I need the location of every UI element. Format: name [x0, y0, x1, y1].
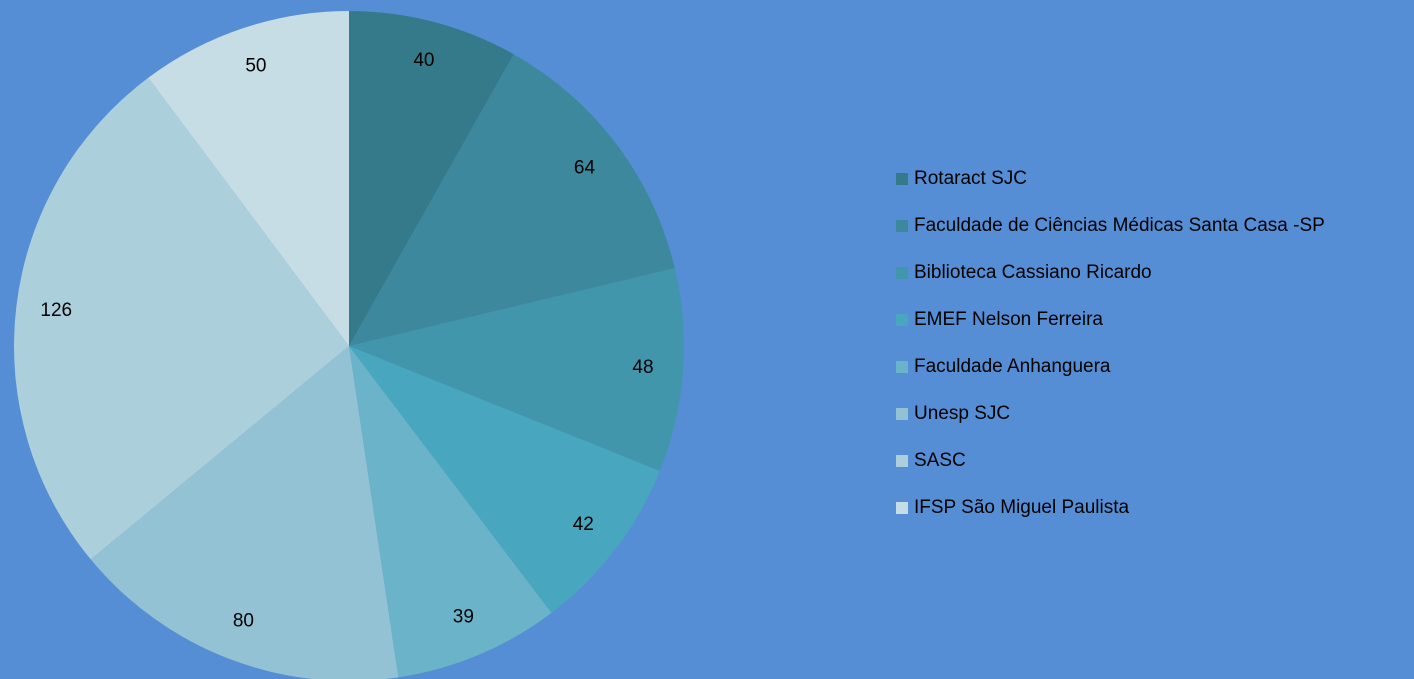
pie-slice — [349, 346, 660, 613]
legend-swatch — [896, 220, 908, 232]
legend-label: Biblioteca Cassiano Ricardo — [914, 262, 1152, 283]
legend-swatch — [896, 502, 908, 514]
pie-slice — [349, 11, 514, 346]
pie-slice — [349, 268, 684, 471]
legend-swatch — [896, 455, 908, 467]
data-label: 48 — [632, 357, 653, 378]
legend-label: IFSP São Miguel Paulista — [914, 497, 1130, 518]
legend-label: SASC — [914, 450, 966, 471]
legend-label: Rotaract SJC — [914, 168, 1027, 189]
pie-slice — [349, 54, 675, 346]
legend-label: Faculdade Anhanguera — [914, 356, 1111, 377]
data-label: 50 — [245, 55, 266, 76]
legend-label: Unesp SJC — [914, 403, 1010, 424]
data-label: 64 — [574, 158, 596, 179]
legend-label: Faculdade de Ciências Médicas Santa Casa… — [914, 215, 1325, 236]
legend-swatch — [896, 314, 908, 326]
legend-swatch — [896, 267, 908, 279]
legend-label: EMEF Nelson Ferreira — [914, 309, 1103, 330]
legend-swatch — [896, 173, 908, 185]
legend-swatch — [896, 361, 908, 373]
data-label: 42 — [573, 514, 594, 535]
pie-slice — [13, 77, 350, 560]
pie-slice — [90, 346, 399, 679]
data-label: 40 — [413, 50, 434, 71]
data-label: 126 — [40, 300, 72, 321]
pie-slice — [148, 11, 349, 346]
data-label: 39 — [453, 607, 474, 628]
pie-slice — [349, 346, 552, 678]
data-label: 80 — [233, 610, 254, 631]
legend-swatch — [896, 408, 908, 420]
